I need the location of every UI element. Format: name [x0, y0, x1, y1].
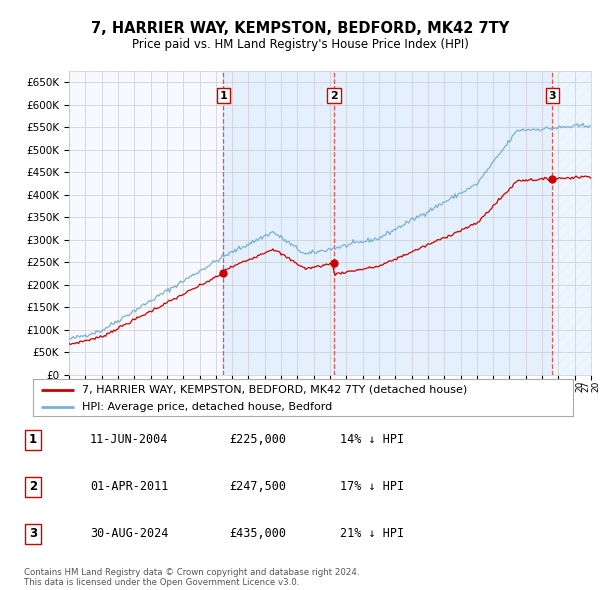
Text: 1: 1 — [29, 433, 37, 446]
Text: £435,000: £435,000 — [229, 527, 287, 540]
Text: HPI: Average price, detached house, Bedford: HPI: Average price, detached house, Bedf… — [82, 402, 332, 412]
Text: 17% ↓ HPI: 17% ↓ HPI — [340, 480, 404, 493]
Text: 7, HARRIER WAY, KEMPSTON, BEDFORD, MK42 7TY (detached house): 7, HARRIER WAY, KEMPSTON, BEDFORD, MK42 … — [82, 385, 467, 395]
Text: Price paid vs. HM Land Registry's House Price Index (HPI): Price paid vs. HM Land Registry's House … — [131, 38, 469, 51]
Text: £247,500: £247,500 — [229, 480, 287, 493]
Text: 11-JUN-2004: 11-JUN-2004 — [90, 433, 168, 446]
Text: 7, HARRIER WAY, KEMPSTON, BEDFORD, MK42 7TY: 7, HARRIER WAY, KEMPSTON, BEDFORD, MK42 … — [91, 21, 509, 35]
Text: 3: 3 — [548, 90, 556, 100]
Text: 2: 2 — [330, 90, 338, 100]
Bar — [552, 71, 591, 375]
Text: 2: 2 — [29, 480, 37, 493]
Text: 1: 1 — [220, 90, 227, 100]
Bar — [552, 71, 591, 375]
Text: 01-APR-2011: 01-APR-2011 — [90, 480, 168, 493]
Text: 14% ↓ HPI: 14% ↓ HPI — [340, 433, 404, 446]
Bar — [334, 71, 552, 375]
Text: 21% ↓ HPI: 21% ↓ HPI — [340, 527, 404, 540]
Bar — [223, 71, 334, 375]
Text: £225,000: £225,000 — [229, 433, 287, 446]
Text: 30-AUG-2024: 30-AUG-2024 — [90, 527, 168, 540]
Text: 3: 3 — [29, 527, 37, 540]
Text: Contains HM Land Registry data © Crown copyright and database right 2024.
This d: Contains HM Land Registry data © Crown c… — [24, 568, 359, 587]
